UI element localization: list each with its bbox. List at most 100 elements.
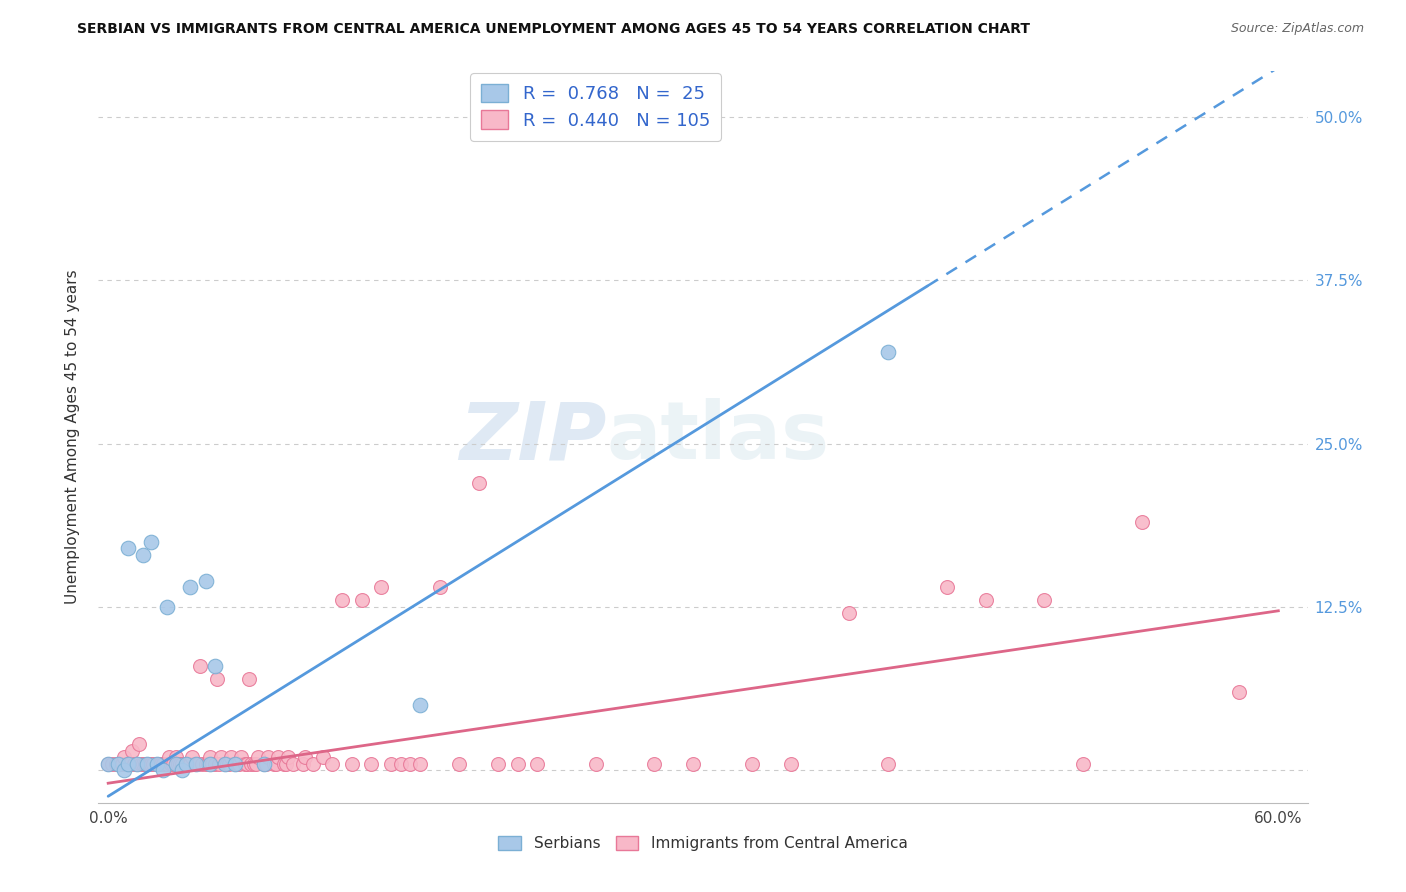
Point [117, 541, 139, 555]
Point [136, 756, 159, 771]
Point [167, 756, 190, 771]
Point [134, 756, 156, 771]
Point [779, 756, 801, 771]
Point [132, 548, 155, 562]
Point [254, 756, 277, 771]
Point [1227, 685, 1250, 699]
Point [122, 756, 145, 771]
Point [292, 756, 315, 771]
Point [146, 756, 169, 771]
Point [360, 756, 382, 771]
Point [97, 756, 120, 771]
Point [172, 756, 194, 771]
Point [138, 756, 160, 771]
Point [179, 756, 201, 771]
Point [187, 756, 209, 771]
Point [526, 756, 548, 771]
Point [283, 756, 305, 771]
Point [197, 756, 219, 771]
Point [233, 756, 256, 771]
Y-axis label: Unemployment Among Ages 45 to 54 years: Unemployment Among Ages 45 to 54 years [65, 269, 80, 605]
Point [217, 756, 239, 771]
Point [467, 475, 489, 490]
Point [174, 756, 197, 771]
Point [177, 756, 200, 771]
Point [935, 580, 957, 594]
Point [214, 756, 236, 771]
Point [229, 750, 252, 764]
Point [194, 756, 217, 771]
Point [112, 750, 135, 764]
Point [179, 580, 201, 594]
Point [253, 756, 276, 771]
Point [204, 658, 226, 673]
Point [389, 756, 412, 771]
Point [209, 750, 232, 764]
Legend: Serbians, Immigrants from Central America: Serbians, Immigrants from Central Americ… [492, 830, 914, 857]
Point [214, 756, 236, 771]
Point [267, 750, 290, 764]
Point [107, 756, 129, 771]
Point [682, 756, 704, 771]
Point [142, 756, 165, 771]
Point [243, 756, 266, 771]
Point [165, 750, 187, 764]
Point [1130, 515, 1153, 529]
Point [350, 593, 373, 607]
Point [156, 599, 179, 614]
Point [208, 756, 231, 771]
Point [146, 756, 169, 771]
Point [152, 763, 174, 777]
Point [136, 756, 159, 771]
Point [169, 756, 191, 771]
Point [188, 658, 211, 673]
Point [156, 756, 179, 771]
Point [974, 593, 997, 607]
Point [838, 607, 860, 621]
Point [228, 756, 250, 771]
Point [235, 756, 257, 771]
Point [277, 750, 299, 764]
Text: SERBIAN VS IMMIGRANTS FROM CENTRAL AMERICA UNEMPLOYMENT AMONG AGES 45 TO 54 YEAR: SERBIAN VS IMMIGRANTS FROM CENTRAL AMERI… [77, 22, 1031, 37]
Point [330, 593, 353, 607]
Point [449, 756, 471, 771]
Point [585, 756, 607, 771]
Point [506, 756, 529, 771]
Point [174, 756, 197, 771]
Point [219, 750, 242, 764]
Point [877, 756, 900, 771]
Point [101, 756, 124, 771]
Point [107, 756, 129, 771]
Point [429, 580, 451, 594]
Point [121, 743, 143, 757]
Point [257, 750, 280, 764]
Point [239, 756, 262, 771]
Point [399, 756, 422, 771]
Point [181, 750, 204, 764]
Point [340, 756, 363, 771]
Point [247, 750, 270, 764]
Point [204, 756, 226, 771]
Point [191, 756, 214, 771]
Point [104, 756, 127, 771]
Point [148, 756, 170, 771]
Point [302, 756, 325, 771]
Point [741, 756, 763, 771]
Point [194, 574, 217, 588]
Point [152, 756, 174, 771]
Point [245, 756, 267, 771]
Point [224, 756, 246, 771]
Point [198, 756, 221, 771]
Point [132, 756, 155, 771]
Point [165, 756, 187, 771]
Point [218, 756, 240, 771]
Point [139, 534, 162, 549]
Point [118, 756, 141, 771]
Point [184, 756, 207, 771]
Point [224, 756, 246, 771]
Point [131, 756, 153, 771]
Point [149, 756, 172, 771]
Point [157, 750, 180, 764]
Point [1033, 593, 1056, 607]
Point [127, 756, 149, 771]
